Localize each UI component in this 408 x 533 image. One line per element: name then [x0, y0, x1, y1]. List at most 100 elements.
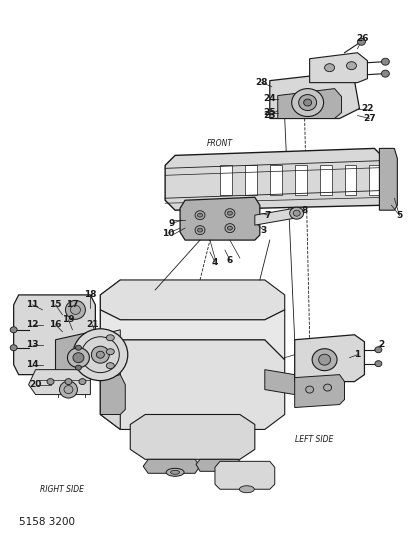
Ellipse shape: [324, 384, 332, 391]
Ellipse shape: [197, 213, 202, 217]
Text: 19: 19: [62, 316, 75, 324]
Ellipse shape: [71, 305, 80, 314]
Ellipse shape: [75, 345, 82, 350]
Ellipse shape: [325, 63, 335, 71]
Polygon shape: [100, 280, 120, 430]
Polygon shape: [295, 335, 364, 382]
Bar: [295, 165, 307, 195]
Ellipse shape: [73, 353, 84, 362]
Text: 1: 1: [355, 350, 361, 359]
Text: 11: 11: [27, 301, 39, 309]
Text: 28: 28: [255, 78, 268, 87]
Ellipse shape: [239, 486, 254, 492]
Text: 2: 2: [378, 340, 384, 349]
Text: 6: 6: [227, 255, 233, 264]
Polygon shape: [278, 88, 341, 118]
Text: 25: 25: [264, 108, 276, 117]
Ellipse shape: [195, 225, 205, 235]
Text: 13: 13: [27, 340, 39, 349]
Polygon shape: [255, 208, 295, 225]
Text: 14: 14: [26, 360, 39, 369]
Bar: [220, 165, 232, 195]
Bar: [245, 165, 257, 195]
Ellipse shape: [319, 354, 330, 365]
Text: 3: 3: [261, 225, 267, 235]
Ellipse shape: [292, 88, 324, 117]
Text: 8: 8: [302, 206, 308, 215]
Ellipse shape: [64, 385, 73, 393]
Bar: [319, 165, 332, 195]
Polygon shape: [13, 295, 95, 375]
Ellipse shape: [346, 62, 357, 70]
Text: 24: 24: [264, 94, 276, 103]
Ellipse shape: [10, 327, 17, 333]
Polygon shape: [100, 340, 285, 430]
Text: 10: 10: [162, 229, 174, 238]
Text: 22: 22: [361, 104, 374, 113]
Text: LEFT SIDE: LEFT SIDE: [295, 435, 334, 444]
Ellipse shape: [375, 347, 382, 353]
Ellipse shape: [312, 349, 337, 370]
Text: 23: 23: [264, 111, 276, 120]
Polygon shape: [100, 310, 285, 360]
Text: 5: 5: [396, 211, 402, 220]
Text: 4: 4: [212, 257, 218, 266]
Text: 27: 27: [363, 114, 376, 123]
Ellipse shape: [91, 346, 109, 363]
Ellipse shape: [96, 351, 104, 358]
Polygon shape: [165, 148, 389, 210]
Polygon shape: [55, 330, 105, 379]
Ellipse shape: [227, 211, 233, 215]
Ellipse shape: [10, 345, 17, 351]
Polygon shape: [100, 330, 120, 348]
Polygon shape: [143, 459, 200, 473]
Ellipse shape: [73, 329, 128, 381]
Ellipse shape: [67, 348, 89, 368]
Ellipse shape: [290, 207, 304, 219]
Ellipse shape: [65, 301, 85, 319]
Text: 20: 20: [29, 380, 42, 389]
Ellipse shape: [60, 381, 78, 398]
Text: 16: 16: [49, 320, 62, 329]
Ellipse shape: [225, 224, 235, 232]
Text: 12: 12: [27, 320, 39, 329]
Polygon shape: [265, 370, 299, 394]
Bar: [369, 165, 381, 195]
Ellipse shape: [293, 210, 300, 216]
Ellipse shape: [299, 94, 317, 110]
Ellipse shape: [171, 470, 180, 474]
Ellipse shape: [381, 58, 389, 65]
Ellipse shape: [225, 209, 235, 217]
Text: RIGHT SIDE: RIGHT SIDE: [40, 484, 84, 494]
Ellipse shape: [75, 365, 82, 370]
Text: 7: 7: [265, 211, 271, 220]
Ellipse shape: [82, 337, 119, 373]
Polygon shape: [379, 148, 397, 210]
Ellipse shape: [306, 386, 314, 393]
Polygon shape: [215, 462, 275, 489]
Ellipse shape: [166, 469, 184, 477]
Ellipse shape: [106, 349, 114, 354]
Text: FRONT: FRONT: [207, 139, 233, 148]
Ellipse shape: [227, 226, 233, 230]
Text: 21: 21: [86, 320, 99, 329]
Ellipse shape: [375, 361, 382, 367]
Text: 17: 17: [66, 301, 79, 309]
Polygon shape: [29, 370, 91, 394]
Ellipse shape: [47, 378, 54, 385]
Ellipse shape: [106, 335, 114, 341]
Polygon shape: [295, 375, 344, 408]
Text: 9: 9: [169, 219, 175, 228]
Polygon shape: [180, 197, 260, 240]
Bar: [270, 165, 282, 195]
Ellipse shape: [106, 362, 114, 369]
Text: 5158 3200: 5158 3200: [19, 517, 75, 527]
Polygon shape: [130, 415, 255, 459]
Ellipse shape: [304, 99, 312, 106]
Text: 26: 26: [356, 34, 369, 43]
Polygon shape: [100, 280, 285, 320]
Polygon shape: [100, 375, 125, 415]
Text: 15: 15: [49, 301, 62, 309]
Polygon shape: [310, 53, 368, 83]
Ellipse shape: [197, 228, 202, 232]
